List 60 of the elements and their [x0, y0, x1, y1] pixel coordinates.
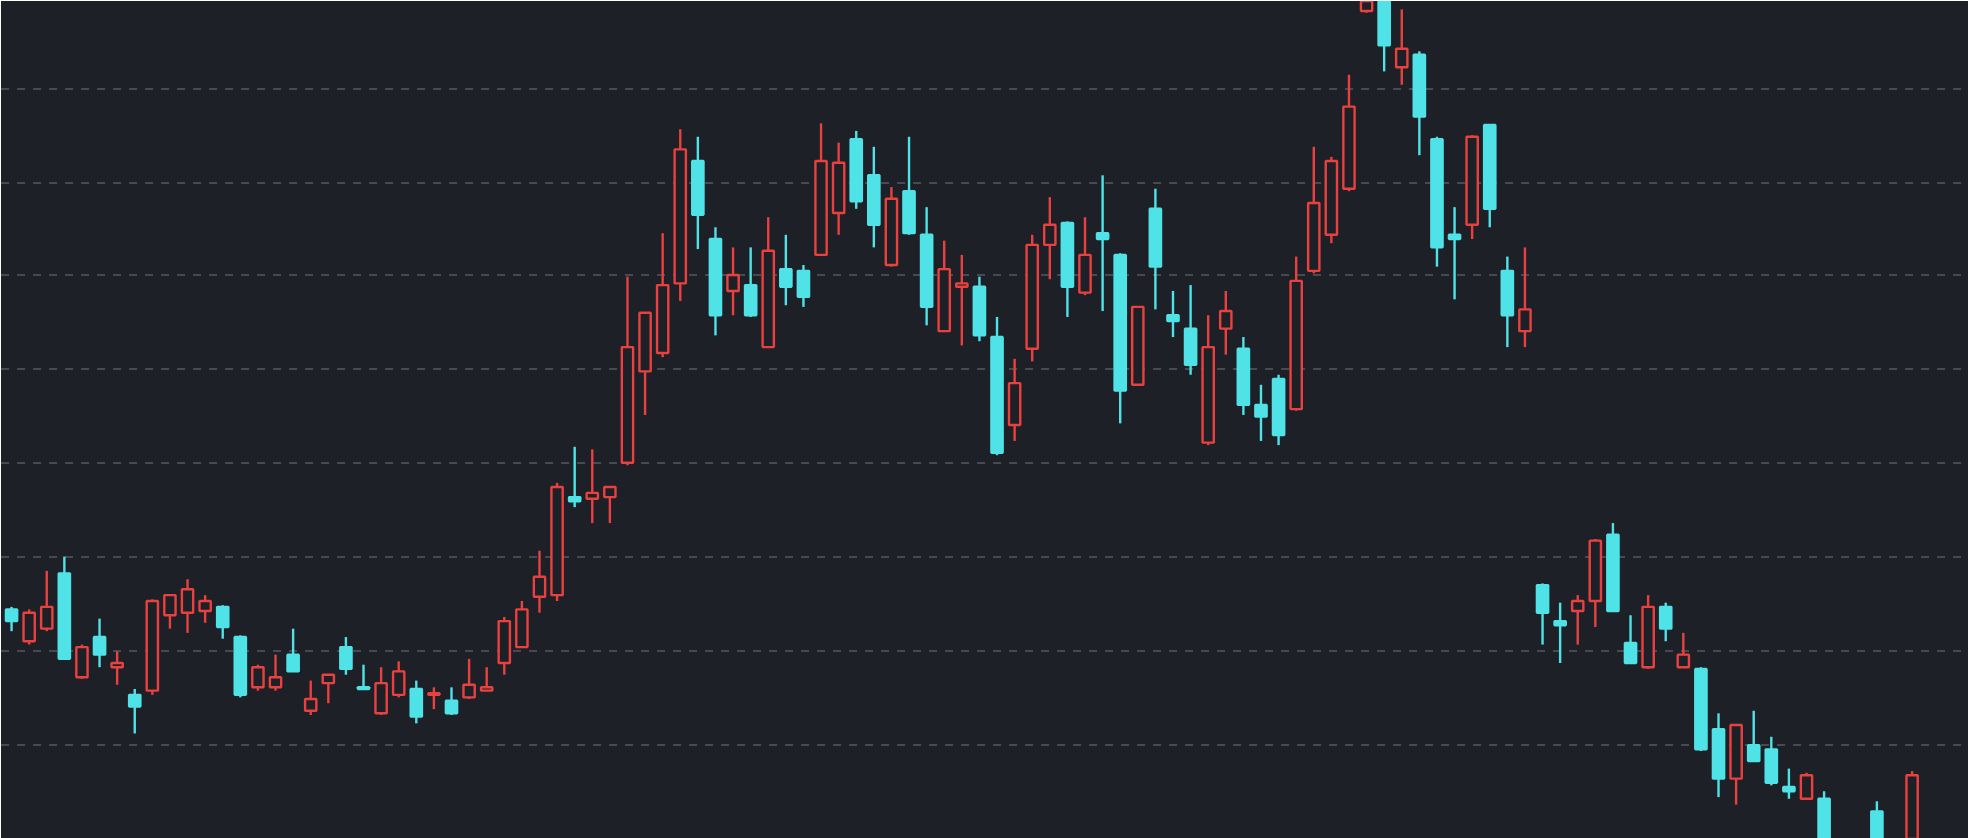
- candlestick: [532, 549, 547, 614]
- candlestick: [180, 578, 195, 635]
- candlestick: [585, 448, 600, 525]
- candlestick: [796, 263, 811, 309]
- candlestick: [427, 686, 441, 711]
- candlestick: [779, 233, 793, 307]
- candlestick: [198, 593, 212, 624]
- candlestick: [726, 246, 740, 317]
- candlestick: [268, 653, 283, 692]
- candlestick: [1817, 790, 1831, 838]
- candlestick: [215, 604, 230, 640]
- candlestick: [1218, 289, 1233, 356]
- candlestick: [1623, 614, 1638, 665]
- candlestick: [1570, 593, 1585, 646]
- candlestick: [1095, 174, 1110, 313]
- candlestick: [1518, 246, 1532, 349]
- candlestick: [1782, 767, 1796, 800]
- candlestick: [1166, 289, 1180, 339]
- candlestick: [1377, 1, 1391, 73]
- candlestick: [1535, 582, 1550, 646]
- candlestick: [1007, 357, 1022, 443]
- candlestick: [1394, 8, 1409, 86]
- candlestick: [22, 608, 36, 646]
- candlestick: [374, 666, 388, 717]
- candlestick: [339, 635, 353, 676]
- candlestick: [497, 615, 512, 676]
- candlestick: [954, 253, 969, 347]
- candlestick: [303, 679, 318, 717]
- candlestick: [110, 650, 124, 687]
- candlestick: [75, 643, 89, 681]
- candlestick: [409, 679, 424, 725]
- candlestick: [127, 687, 142, 735]
- candlestick: [1078, 216, 1092, 297]
- candlestick: [1799, 771, 1814, 800]
- candlestick: [902, 135, 916, 236]
- candlestick: [1658, 601, 1673, 643]
- candlestick: [1447, 205, 1462, 301]
- candlestick: [356, 663, 371, 691]
- candlestick: [515, 599, 529, 649]
- candlestick: [462, 657, 476, 701]
- candlestick: [1553, 601, 1567, 665]
- candlestick: [321, 673, 336, 705]
- candlestick: [603, 485, 617, 525]
- candlestick: [444, 686, 459, 717]
- candlestick: [1042, 195, 1057, 281]
- candlestick: [1500, 255, 1515, 349]
- candlestick: [1870, 800, 1884, 838]
- candlestick: [391, 660, 406, 699]
- candlestick: [479, 666, 494, 692]
- candlestick: [4, 605, 19, 633]
- candlestick: [1183, 283, 1198, 376]
- candlestick: [1254, 383, 1268, 443]
- candlestick: [39, 569, 54, 633]
- candlestick: [1676, 631, 1691, 669]
- candlestick: [163, 593, 177, 630]
- candlestick: [251, 663, 265, 692]
- candlestick: [286, 627, 300, 673]
- candlestick: [743, 246, 758, 319]
- candlestick: [567, 445, 582, 509]
- candlestick: [92, 617, 107, 669]
